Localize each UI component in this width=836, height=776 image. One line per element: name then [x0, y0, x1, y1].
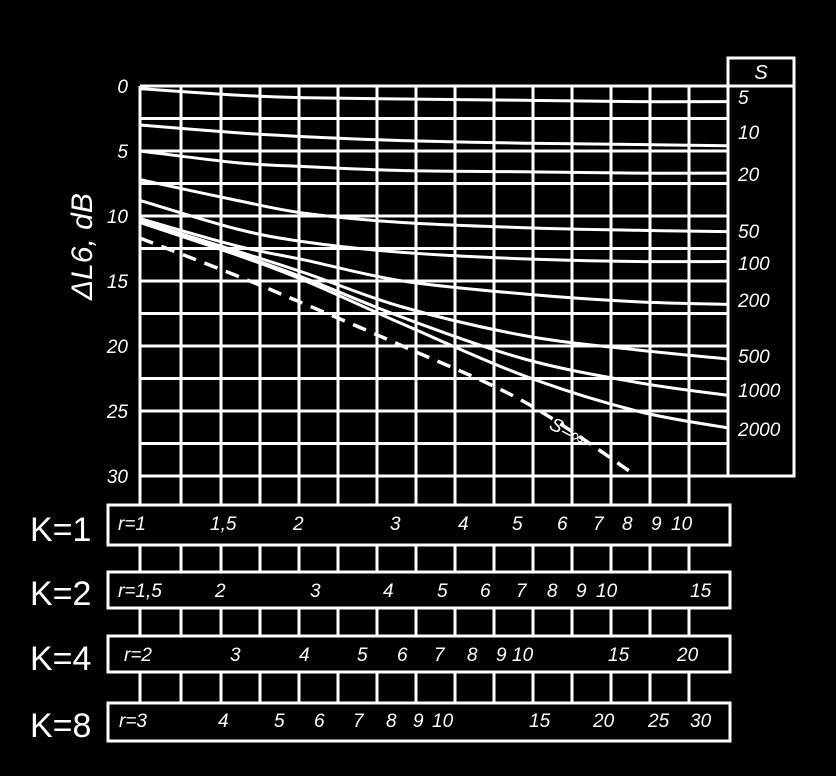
legend-entry-10: 10 — [738, 123, 760, 144]
scale-name-k8: K=8 — [30, 707, 91, 745]
scale-tick-label: 20 — [592, 711, 615, 732]
scale-tick-label: 10 — [671, 514, 693, 535]
scale-tick-label: 15 — [608, 645, 630, 666]
scale-box-k2 — [106, 570, 732, 610]
y-axis: 0 5 10 15 20 25 30 ΔL6, dB — [66, 77, 128, 488]
scale-tick-label: 5 — [437, 581, 448, 602]
scale-box-k8 — [106, 701, 732, 743]
scale-tick-label: 7 — [516, 581, 528, 602]
scale-tick-label: 20 — [676, 645, 699, 666]
y-tick-label: 25 — [106, 402, 129, 423]
scale-tick-label: 7 — [593, 514, 605, 535]
legend-entry-1000: 1000 — [738, 381, 781, 402]
scale-tick-label: 10 — [512, 645, 534, 666]
scale-tick-label: 4 — [218, 711, 229, 732]
scale-tick-label: 9 — [496, 645, 507, 666]
scale-tick-label: 4 — [299, 645, 310, 666]
scale-tick-label: 2 — [214, 581, 226, 602]
legend-title: S — [754, 62, 768, 84]
scale-tick-label: 10 — [432, 711, 454, 732]
series-line-s-infinity — [139, 236, 638, 478]
legend-entry-500: 500 — [738, 347, 770, 368]
scale-tick-label: 15 — [529, 711, 551, 732]
legend-entry-5: 5 — [738, 88, 749, 109]
legend-entry-200: 200 — [737, 291, 770, 312]
y-tick-label: 30 — [107, 467, 129, 488]
series-line-s-10 — [139, 123, 729, 148]
scale-name-k4: K=4 — [30, 640, 91, 678]
scale-tick-label: 7 — [353, 711, 365, 732]
legend-entry-50: 50 — [738, 222, 760, 243]
curves: S=∞ — [139, 87, 729, 478]
y-tick-label: 20 — [106, 337, 129, 358]
s-legend: S5 10 20 50 100 200 500 1000 2000 — [726, 56, 796, 478]
scale-name-k1: K=1 — [30, 511, 91, 549]
scale-tick-label: 8 — [622, 514, 633, 535]
scale-tick-label: r=1 — [118, 514, 146, 535]
scale-tick-label: 9 — [576, 581, 587, 602]
legend-frame — [726, 56, 796, 478]
y-axis-label: ΔL6, dB — [66, 193, 99, 301]
scale-tick-label: 3 — [310, 581, 321, 602]
series-line-s-5 — [139, 87, 729, 104]
scale-tick-label: 2 — [292, 514, 304, 535]
k-scales: K=1 r=1 1,5 2 3 4 5 6 7 8 9 10K=2 r=1,5 2 3 4 5 6 7 8 9 10 15K… — [30, 503, 732, 745]
y-tick-label: 10 — [107, 207, 129, 228]
scale-tick-label: 8 — [467, 645, 478, 666]
scale-tick-label: 6 — [480, 581, 491, 602]
grid — [138, 84, 730, 703]
series-line-s-2000 — [139, 221, 729, 430]
series-line-s-200 — [139, 217, 729, 306]
series-line-s-20 — [139, 149, 729, 175]
legend-entry-20: 20 — [737, 165, 760, 186]
scale-tick-label: r=3 — [119, 711, 147, 732]
series-line-s-500 — [139, 219, 729, 361]
scale-tick-label: 4 — [383, 581, 394, 602]
scale-tick-label: 9 — [651, 514, 662, 535]
legend-entry-2000: 2000 — [737, 420, 781, 441]
scale-tick-label: 6 — [314, 711, 325, 732]
scale-tick-label: 3 — [230, 645, 241, 666]
y-tick-label: 15 — [107, 272, 129, 293]
scale-tick-label: 5 — [512, 514, 523, 535]
legend-entry-100: 100 — [738, 254, 770, 275]
scale-tick-label: 7 — [434, 645, 446, 666]
scale-tick-label: 10 — [596, 581, 618, 602]
scale-tick-label: 4 — [458, 514, 469, 535]
scale-box-k1 — [106, 503, 732, 547]
scale-tick-label: 25 — [647, 711, 670, 732]
scale-tick-label: 9 — [413, 711, 424, 732]
y-tick-label: 5 — [117, 142, 128, 163]
series-line-s-50 — [139, 178, 729, 234]
scale-tick-label: 6 — [557, 514, 568, 535]
scale-name-k2: K=2 — [30, 575, 91, 613]
scale-box-k4 — [106, 634, 732, 674]
scale-tick-label: 8 — [386, 711, 397, 732]
scale-tick-label: 6 — [397, 645, 408, 666]
series-line-s-100 — [139, 198, 729, 264]
scale-tick-label: r=2 — [124, 645, 152, 666]
scale-tick-label: r=1,5 — [118, 581, 162, 602]
scale-tick-label: 5 — [274, 711, 285, 732]
scale-tick-label: 8 — [547, 581, 558, 602]
scale-tick-label: 1,5 — [210, 514, 237, 535]
scale-tick-label: 5 — [357, 645, 368, 666]
scale-tick-label: 30 — [690, 711, 712, 732]
y-tick-label: 0 — [117, 77, 128, 98]
scale-tick-label: 15 — [690, 581, 712, 602]
scale-tick-label: 3 — [390, 514, 401, 535]
